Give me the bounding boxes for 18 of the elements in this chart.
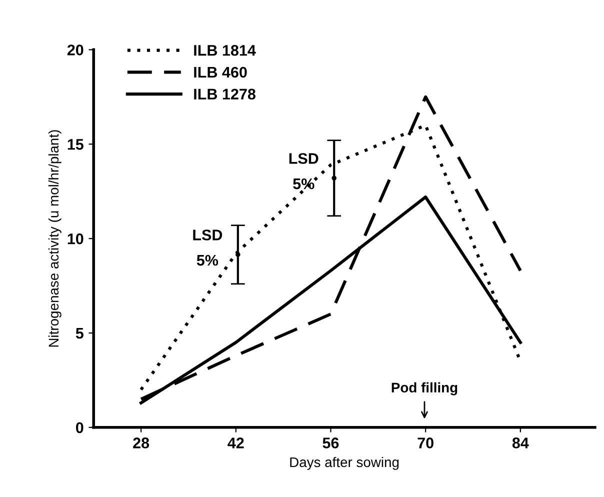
y-tick-label: 20: [67, 44, 84, 56]
x-tick-label: 56: [322, 438, 339, 448]
x-tick-label: 28: [133, 438, 150, 448]
annotation: Pod filling: [392, 382, 458, 396]
y-axis-title: Nitrogenase activity (u mol/hr/plant): [48, 130, 62, 347]
annotation: LSD 5%: [193, 230, 222, 266]
y-tick-label: 15: [68, 139, 84, 150]
x-tick-label: 70: [418, 438, 434, 448]
x-axis-title: Days after sowing: [290, 456, 399, 470]
annotation: LSD 5%: [289, 153, 318, 190]
legend-label: ILB 460: [194, 66, 247, 78]
legend-label: ILB 1278: [194, 88, 256, 100]
y-tick-label: 10: [68, 233, 84, 244]
y-tick-label: 0: [76, 422, 84, 434]
legend-label: ILB 1814: [194, 44, 256, 56]
x-tick-label: 42: [228, 438, 244, 448]
y-tick-label: 5: [76, 328, 84, 339]
x-tick-label: 84: [512, 438, 529, 448]
